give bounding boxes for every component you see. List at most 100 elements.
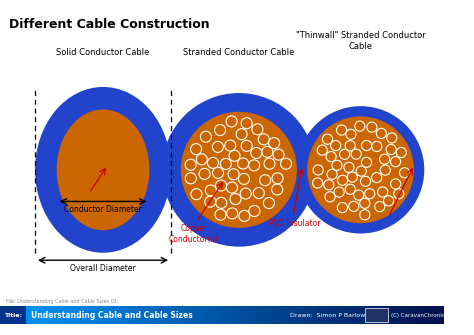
Bar xyxy=(353,306,355,324)
Bar xyxy=(419,306,422,324)
Bar xyxy=(100,306,102,324)
Bar xyxy=(4,306,7,324)
Circle shape xyxy=(372,173,382,183)
Bar xyxy=(384,306,386,324)
Bar xyxy=(200,306,202,324)
Circle shape xyxy=(241,140,252,151)
Bar xyxy=(20,306,22,324)
Bar xyxy=(38,306,40,324)
Bar xyxy=(2,306,4,324)
Bar xyxy=(209,306,211,324)
Bar xyxy=(0,306,26,324)
Bar xyxy=(331,306,333,324)
Circle shape xyxy=(313,165,323,175)
Circle shape xyxy=(325,192,335,202)
Circle shape xyxy=(327,169,337,180)
Bar xyxy=(22,306,25,324)
Bar xyxy=(373,306,375,324)
Circle shape xyxy=(208,157,219,169)
Bar xyxy=(275,306,277,324)
Circle shape xyxy=(346,129,356,139)
Circle shape xyxy=(365,189,375,199)
Bar xyxy=(282,306,284,324)
Bar xyxy=(248,306,251,324)
Circle shape xyxy=(201,131,211,142)
Bar xyxy=(80,306,82,324)
Bar xyxy=(366,306,368,324)
Bar xyxy=(309,306,311,324)
Bar xyxy=(298,306,300,324)
Text: PVC Insulator: PVC Insulator xyxy=(269,219,321,228)
Text: Stranded Conductor Cable: Stranded Conductor Cable xyxy=(183,49,294,57)
Circle shape xyxy=(360,176,371,186)
Circle shape xyxy=(339,149,350,159)
Bar xyxy=(87,306,89,324)
Bar xyxy=(180,306,182,324)
Bar xyxy=(53,306,55,324)
Bar xyxy=(409,306,410,324)
Circle shape xyxy=(281,158,292,169)
Bar xyxy=(49,306,51,324)
Circle shape xyxy=(380,154,390,164)
Bar xyxy=(133,306,136,324)
Bar xyxy=(111,306,113,324)
Bar xyxy=(391,306,393,324)
Circle shape xyxy=(376,128,386,138)
Circle shape xyxy=(238,174,249,184)
Text: Solid Conductor Cable: Solid Conductor Cable xyxy=(56,49,150,57)
Bar xyxy=(113,306,116,324)
Bar xyxy=(153,306,155,324)
Bar xyxy=(146,306,149,324)
Circle shape xyxy=(372,141,382,151)
Bar xyxy=(122,306,124,324)
Bar xyxy=(266,306,269,324)
Bar xyxy=(107,306,109,324)
Circle shape xyxy=(387,133,397,143)
Bar xyxy=(375,306,377,324)
Circle shape xyxy=(362,157,372,168)
Circle shape xyxy=(273,149,284,160)
Bar xyxy=(193,306,195,324)
Bar xyxy=(415,306,417,324)
Circle shape xyxy=(262,146,273,157)
Bar xyxy=(191,306,193,324)
Bar xyxy=(360,306,362,324)
Bar xyxy=(328,306,331,324)
Bar xyxy=(242,306,244,324)
Bar xyxy=(348,306,351,324)
Bar xyxy=(389,306,391,324)
Bar xyxy=(131,306,133,324)
Bar xyxy=(55,306,58,324)
Circle shape xyxy=(236,129,247,140)
Bar xyxy=(102,306,104,324)
Circle shape xyxy=(260,175,271,186)
Circle shape xyxy=(378,187,388,197)
Bar xyxy=(220,306,222,324)
Bar xyxy=(222,306,224,324)
Circle shape xyxy=(258,134,269,145)
Circle shape xyxy=(229,150,240,161)
Circle shape xyxy=(345,184,356,194)
Circle shape xyxy=(228,169,239,180)
Circle shape xyxy=(386,144,396,154)
Bar xyxy=(13,306,16,324)
Bar xyxy=(178,306,180,324)
Bar xyxy=(244,306,246,324)
Circle shape xyxy=(367,122,377,132)
Bar xyxy=(400,306,402,324)
Circle shape xyxy=(344,162,354,173)
Bar xyxy=(293,306,295,324)
Bar xyxy=(251,306,253,324)
Circle shape xyxy=(185,159,196,170)
Bar xyxy=(184,306,186,324)
Bar xyxy=(364,306,366,324)
Bar xyxy=(333,306,335,324)
Bar xyxy=(136,306,137,324)
Bar xyxy=(137,306,140,324)
Bar xyxy=(417,306,419,324)
Bar xyxy=(346,306,348,324)
Bar xyxy=(207,306,209,324)
Bar xyxy=(160,306,162,324)
Bar xyxy=(240,306,242,324)
Bar xyxy=(151,306,153,324)
